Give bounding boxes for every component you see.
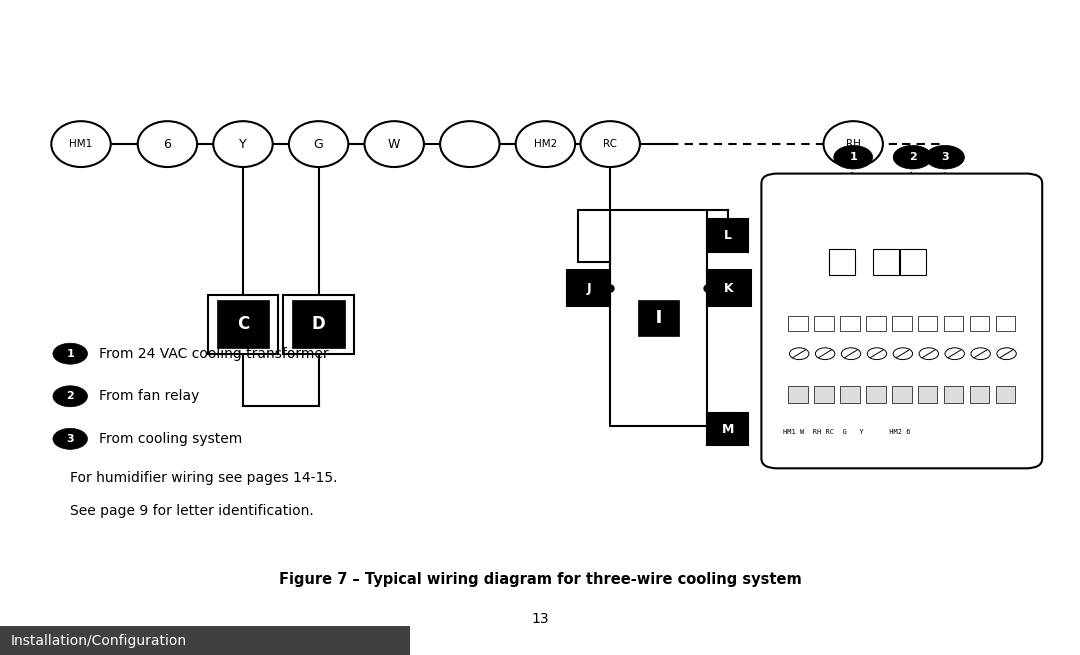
Ellipse shape [365, 121, 423, 167]
FancyBboxPatch shape [0, 626, 410, 655]
Text: M: M [721, 422, 734, 436]
Circle shape [841, 348, 861, 360]
FancyBboxPatch shape [900, 249, 926, 275]
FancyBboxPatch shape [829, 249, 855, 275]
Circle shape [53, 386, 87, 407]
FancyBboxPatch shape [873, 249, 899, 275]
Text: For humidifier wiring see pages 14-15.: For humidifier wiring see pages 14-15. [70, 471, 338, 485]
Text: HM1: HM1 [69, 139, 93, 149]
Circle shape [971, 348, 990, 360]
FancyBboxPatch shape [892, 316, 912, 331]
Circle shape [834, 145, 873, 169]
Text: C: C [237, 315, 249, 333]
Text: 1: 1 [66, 348, 75, 359]
FancyBboxPatch shape [970, 316, 989, 331]
Circle shape [893, 348, 913, 360]
Text: 13: 13 [531, 612, 549, 626]
FancyBboxPatch shape [292, 300, 345, 348]
Circle shape [919, 348, 939, 360]
Text: Y: Y [239, 138, 247, 151]
Circle shape [997, 348, 1016, 360]
Text: From fan relay: From fan relay [99, 389, 200, 403]
Circle shape [815, 348, 835, 360]
FancyBboxPatch shape [814, 316, 834, 331]
FancyBboxPatch shape [610, 210, 707, 426]
Ellipse shape [824, 121, 883, 167]
Ellipse shape [52, 121, 111, 167]
FancyBboxPatch shape [207, 295, 279, 354]
Text: D: D [312, 315, 325, 333]
Text: From cooling system: From cooling system [99, 432, 243, 446]
Ellipse shape [214, 121, 273, 167]
Text: RH: RH [846, 139, 861, 149]
Ellipse shape [580, 121, 639, 167]
FancyBboxPatch shape [866, 316, 886, 331]
FancyBboxPatch shape [840, 316, 860, 331]
Text: HM2: HM2 [534, 139, 557, 149]
FancyBboxPatch shape [970, 386, 989, 403]
FancyBboxPatch shape [217, 300, 270, 348]
Text: From 24 VAC cooling transformer: From 24 VAC cooling transformer [99, 346, 329, 361]
FancyBboxPatch shape [578, 210, 610, 262]
FancyBboxPatch shape [707, 413, 748, 445]
FancyBboxPatch shape [840, 386, 860, 403]
Text: 3: 3 [941, 152, 949, 162]
FancyBboxPatch shape [788, 316, 808, 331]
FancyBboxPatch shape [944, 386, 963, 403]
Circle shape [893, 145, 932, 169]
Circle shape [867, 348, 887, 360]
Circle shape [945, 348, 964, 360]
FancyBboxPatch shape [788, 386, 808, 403]
FancyBboxPatch shape [996, 386, 1015, 403]
Text: L: L [724, 229, 732, 242]
FancyBboxPatch shape [707, 270, 751, 306]
Text: K: K [725, 282, 733, 295]
Ellipse shape [515, 121, 576, 167]
Circle shape [53, 343, 87, 364]
FancyBboxPatch shape [283, 295, 353, 354]
Circle shape [789, 348, 809, 360]
Circle shape [53, 428, 87, 449]
Text: HM1 W  RH RC  G   Y      HM2 6: HM1 W RH RC G Y HM2 6 [783, 429, 910, 436]
Text: 2: 2 [908, 152, 917, 162]
Text: 2: 2 [66, 391, 75, 402]
FancyBboxPatch shape [638, 300, 679, 335]
FancyBboxPatch shape [918, 316, 937, 331]
Text: G: G [313, 138, 324, 151]
Circle shape [926, 145, 964, 169]
Text: I: I [656, 309, 662, 327]
Text: 3: 3 [66, 434, 75, 444]
FancyBboxPatch shape [814, 386, 834, 403]
FancyBboxPatch shape [707, 219, 748, 252]
Text: 6: 6 [163, 138, 172, 151]
FancyBboxPatch shape [892, 386, 912, 403]
Text: I: I [656, 310, 662, 325]
Text: RC: RC [604, 139, 617, 149]
FancyBboxPatch shape [944, 316, 963, 331]
Text: J: J [586, 282, 591, 295]
Ellipse shape [138, 121, 197, 167]
Text: 1: 1 [849, 152, 858, 162]
Text: Figure 7 – Typical wiring diagram for three-wire cooling system: Figure 7 – Typical wiring diagram for th… [279, 572, 801, 587]
Ellipse shape [289, 121, 348, 167]
FancyBboxPatch shape [996, 316, 1015, 331]
FancyBboxPatch shape [918, 386, 937, 403]
Text: W: W [388, 138, 401, 151]
Text: See page 9 for letter identification.: See page 9 for letter identification. [70, 504, 314, 518]
FancyBboxPatch shape [866, 386, 886, 403]
Text: Installation/Configuration: Installation/Configuration [11, 633, 187, 648]
Ellipse shape [441, 121, 499, 167]
FancyBboxPatch shape [567, 270, 610, 306]
FancyBboxPatch shape [761, 174, 1042, 468]
